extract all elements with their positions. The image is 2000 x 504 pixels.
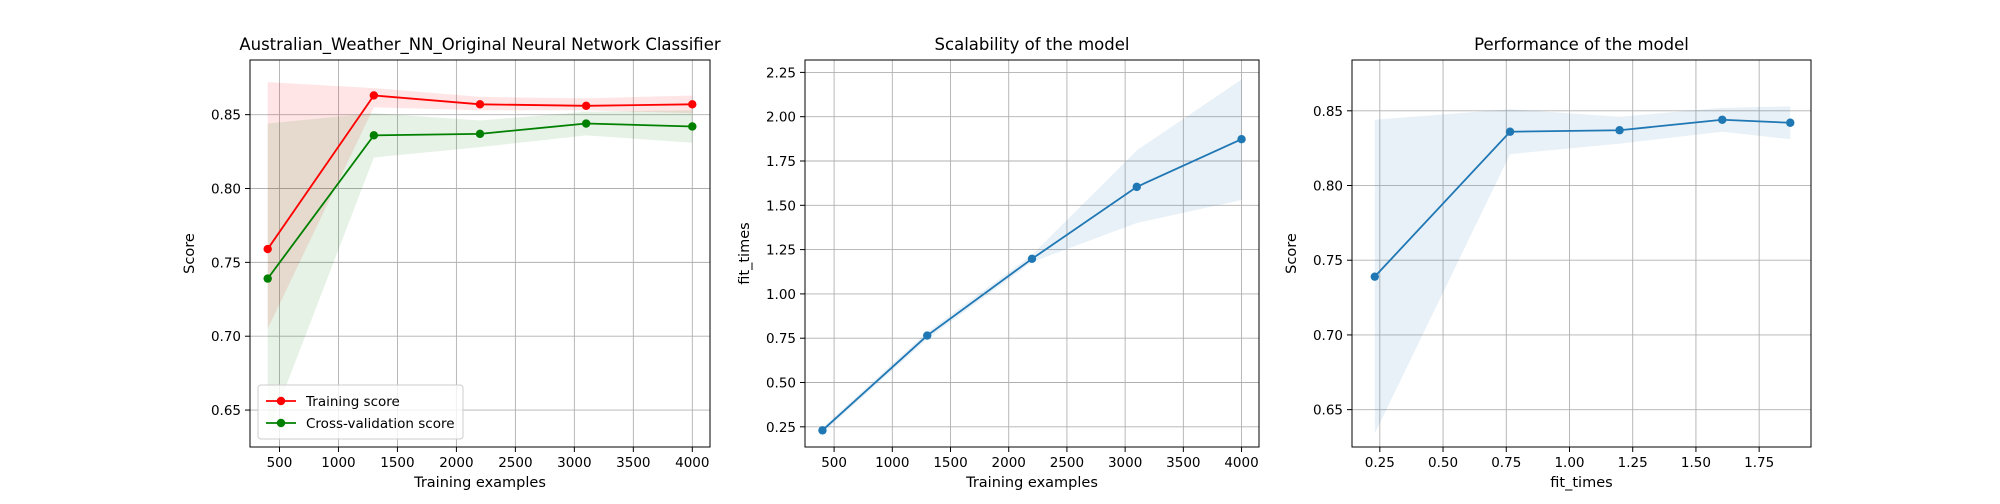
y-tick-label: 0.85	[1313, 104, 1343, 120]
data-point	[581, 119, 591, 128]
legend: Training score Cross-validation score	[257, 384, 464, 440]
x-tick-label: 3500	[616, 455, 650, 471]
x-tick-label: 1000	[875, 455, 909, 471]
data-point	[1027, 254, 1037, 264]
legend-box	[257, 384, 464, 440]
x-tick-label: 4000	[675, 455, 709, 471]
confidence-band	[267, 82, 693, 329]
y-axis-label: Score	[182, 233, 198, 274]
x-tick-label: 1500	[933, 455, 967, 471]
x-tick-label: 0.50	[1428, 455, 1458, 471]
data-point	[263, 244, 272, 254]
y-tick-label: 1.50	[766, 198, 796, 214]
y-tick-label: 0.75	[1313, 253, 1343, 269]
data-point	[688, 122, 697, 131]
y-axis-label: Score	[1284, 233, 1300, 274]
data-point	[369, 131, 379, 140]
data-point	[923, 331, 932, 340]
x-tick-label: 500	[267, 455, 293, 471]
x-tick-label: 0.75	[1491, 455, 1521, 471]
plot-frame	[249, 59, 711, 448]
x-tick-label: 2500	[1050, 455, 1084, 471]
data-point	[1786, 118, 1795, 127]
x-tick-label: 1.50	[1681, 455, 1711, 471]
confidence-band	[1374, 106, 1791, 434]
legend-label: Training score	[305, 394, 400, 410]
y-tick-label: 0.70	[1313, 328, 1343, 344]
legend-label: Cross-validation score	[306, 416, 455, 432]
y-tick-label: 1.00	[766, 287, 796, 303]
x-axis-label: fit_times	[1550, 475, 1612, 491]
x-axis-label: Training examples	[413, 475, 546, 491]
data-point	[1132, 182, 1141, 192]
chart-title: Scalability of the model	[935, 35, 1130, 54]
chart-title: Australian_Weather_NN_Original Neural Ne…	[239, 35, 721, 55]
y-tick-label: 0.70	[211, 329, 241, 345]
y-tick-label: 0.25	[766, 420, 796, 436]
x-tick-label: 4000	[1224, 455, 1258, 471]
confidence-band	[267, 110, 693, 434]
data-point	[688, 100, 697, 109]
x-axis-label: Training examples	[965, 475, 1098, 491]
x-tick-label: 1500	[380, 455, 414, 471]
x-tick-label: 1.00	[1554, 455, 1584, 471]
x-tick-label: 2000	[992, 455, 1026, 471]
y-tick-label: 0.85	[211, 108, 241, 124]
data-point	[1237, 135, 1246, 144]
y-tick-label: 1.75	[766, 154, 796, 170]
x-tick-label: 2000	[439, 455, 473, 471]
chart-title: Performance of the model	[1474, 35, 1689, 54]
data-point	[263, 274, 272, 283]
x-tick-label: 1000	[321, 455, 355, 471]
data-point	[818, 426, 827, 435]
y-tick-label: 0.75	[211, 255, 241, 271]
x-tick-label: 2500	[498, 455, 532, 471]
plot-frame	[804, 59, 1260, 448]
legend-marker	[276, 418, 286, 428]
data-point	[475, 100, 485, 109]
x-tick-label: 1.75	[1744, 455, 1774, 471]
y-tick-label: 0.80	[1313, 179, 1343, 195]
x-tick-label: 3500	[1166, 455, 1200, 471]
chart-panel-1: 500 1000 1500 2000 2500 3000 3500 4000 0.65 0.70 0…	[182, 35, 721, 491]
y-tick-label: 0.65	[1313, 403, 1343, 419]
data-point	[1370, 272, 1379, 281]
y-tick-label: 0.75	[766, 331, 796, 347]
plot-frame	[1351, 59, 1812, 448]
x-tick-label: 500	[821, 455, 847, 471]
x-tick-label: 0.25	[1365, 455, 1395, 471]
data-point	[475, 129, 485, 139]
x-tick-label: 3000	[557, 455, 591, 471]
data-point	[581, 101, 591, 110]
legend-marker	[276, 396, 286, 406]
data-point	[369, 91, 379, 100]
y-tick-label: 1.25	[766, 243, 796, 259]
data-point	[1505, 127, 1515, 136]
chart-panel-2: 500 1000 1500 2000 2500 3000 3500 4000 0.25 0.50 0…	[737, 35, 1260, 491]
y-tick-label: 2.00	[766, 110, 796, 126]
y-tick-label: 0.80	[211, 182, 241, 198]
y-axis-label: fit_times	[737, 222, 753, 284]
y-tick-label: 0.50	[766, 376, 796, 392]
chart-panel-3: 0.25 0.50 0.75 1.00 1.25 1.50 1.75 0.65 0.70 0.75…	[1284, 35, 1812, 491]
y-tick-label: 2.25	[766, 65, 796, 81]
y-tick-label: 0.65	[211, 403, 241, 419]
x-tick-label: 3000	[1108, 455, 1142, 471]
x-tick-label: 1.25	[1618, 455, 1648, 471]
data-point	[1615, 126, 1624, 135]
data-point	[1718, 115, 1727, 124]
